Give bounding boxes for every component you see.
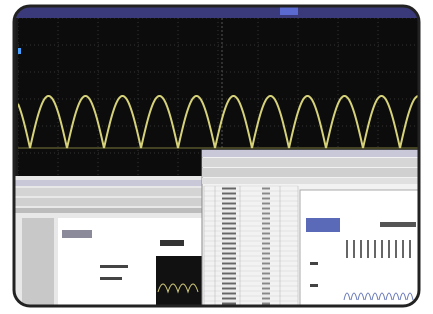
embedded-scope-image: [156, 256, 204, 306]
table-cell-text: [222, 203, 236, 205]
document-menu-bar: [14, 180, 214, 186]
table-cell-text: [222, 288, 236, 290]
vertical-label: [374, 240, 376, 258]
table-cell-text: [222, 273, 236, 275]
chart-axis-mark: [310, 284, 318, 287]
document-title-text: [160, 240, 184, 246]
table-cell-text: [222, 238, 236, 240]
screenshot: [0, 0, 433, 314]
document-heading-block: [62, 230, 92, 238]
document-toolbar: [14, 188, 214, 196]
table-cell-text: [222, 298, 236, 300]
table-cell-text: [262, 233, 270, 235]
table-cell-text: [262, 278, 270, 280]
table-cell-text: [262, 203, 270, 205]
title-bar-button: [280, 7, 298, 15]
table-cell-text: [222, 253, 236, 255]
vertical-label: [388, 240, 390, 258]
table-cell-text: [222, 243, 236, 245]
table-cell-text: [262, 253, 270, 255]
vertical-label: [367, 240, 369, 258]
table-cell-text: [222, 268, 236, 270]
chart-title-text: [380, 222, 416, 227]
table-cell-text: [222, 278, 236, 280]
table-cell-text: [262, 198, 270, 200]
table-cell-text: [262, 273, 270, 275]
table-cell-text: [222, 293, 236, 295]
table-cell-text: [262, 293, 270, 295]
chart-legend-box: [306, 218, 340, 232]
table-cell-text: [222, 263, 236, 265]
spreadsheet-menu-bar: [202, 150, 422, 157]
vertical-label: [409, 240, 411, 258]
table-cell-text: [222, 303, 236, 305]
table-cell-text: [222, 233, 236, 235]
table-cell-text: [262, 248, 270, 250]
table-cell-text: [262, 263, 270, 265]
table-cell-text: [262, 243, 270, 245]
page: (() => { const svg = document.getElement…: [0, 0, 433, 314]
table-cell-text: [262, 288, 270, 290]
table-cell-text: [222, 283, 236, 285]
chart-axis-mark: [310, 262, 318, 265]
document-toolbar: [14, 198, 214, 206]
table-cell-text: [262, 238, 270, 240]
screen-content: [14, 6, 422, 306]
vertical-label: [360, 240, 362, 258]
table-cell-text: [262, 268, 270, 270]
spreadsheet-toolbar: [202, 168, 422, 177]
table-cell-text: [222, 218, 236, 220]
table-cell-text: [262, 188, 270, 190]
table-cell-text: [262, 208, 270, 210]
table-cell-text: [222, 228, 236, 230]
document-text-line: [100, 277, 122, 280]
table-cell-text: [222, 198, 236, 200]
table-cell-text: [222, 213, 236, 215]
table-cell-text: [262, 303, 270, 305]
table-cell-text: [222, 193, 236, 195]
document-text-line: [100, 265, 128, 268]
table-cell-text: [222, 188, 236, 190]
channel-marker: [18, 48, 21, 54]
table-cell-text: [222, 208, 236, 210]
table-cell-text: [262, 218, 270, 220]
vertical-label: [381, 240, 383, 258]
table-cell-text: [262, 228, 270, 230]
title-bar: [14, 6, 419, 18]
table-cell-text: [262, 213, 270, 215]
document-ruler: [14, 208, 214, 213]
document-sidebar: [22, 218, 54, 306]
formula-bar: [202, 178, 422, 184]
table-cell-text: [222, 223, 236, 225]
vertical-label: [346, 240, 348, 258]
table-cell-text: [262, 193, 270, 195]
table-cell-text: [262, 298, 270, 300]
spreadsheet-toolbar: [202, 158, 422, 167]
vertical-label: [395, 240, 397, 258]
table-cell-text: [222, 258, 236, 260]
table-cell-text: [222, 248, 236, 250]
vertical-label: [402, 240, 404, 258]
table-cell-text: [262, 223, 270, 225]
vertical-label: [353, 240, 355, 258]
table-cell-text: [262, 258, 270, 260]
table-cell-text: [262, 283, 270, 285]
